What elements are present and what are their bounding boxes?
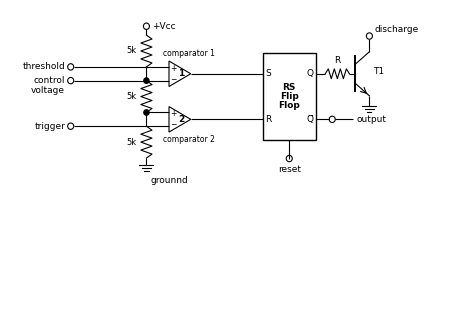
Text: trigger: trigger <box>34 122 65 131</box>
Text: +Vcc: +Vcc <box>152 22 176 31</box>
Text: +: + <box>170 109 176 118</box>
Text: Q: Q <box>306 69 313 78</box>
Text: 2: 2 <box>178 115 184 124</box>
Text: Q̅: Q̅ <box>306 115 313 124</box>
Text: 5k: 5k <box>126 47 136 56</box>
Text: T1: T1 <box>373 67 384 76</box>
Circle shape <box>144 78 149 83</box>
Text: Flip: Flip <box>280 92 299 101</box>
Text: discharge: discharge <box>374 25 418 34</box>
Text: RS: RS <box>283 83 296 92</box>
Text: reset: reset <box>278 165 301 174</box>
Text: R: R <box>334 56 340 65</box>
Bar <box>263 53 316 140</box>
Text: Flop: Flop <box>278 101 300 110</box>
Text: output: output <box>356 115 386 124</box>
Text: −: − <box>170 75 176 84</box>
Text: −: − <box>170 120 176 129</box>
Text: grounnd: grounnd <box>150 176 188 185</box>
Text: 1: 1 <box>178 69 184 78</box>
Text: comparator 1: comparator 1 <box>163 49 215 58</box>
Text: control
voltage: control voltage <box>31 76 65 95</box>
Text: 5k: 5k <box>126 138 136 147</box>
Text: S: S <box>265 69 271 78</box>
Circle shape <box>144 110 149 115</box>
Text: R: R <box>265 115 272 124</box>
Text: threshold: threshold <box>22 62 65 71</box>
Text: comparator 2: comparator 2 <box>163 135 215 144</box>
Text: 5k: 5k <box>126 92 136 101</box>
Text: +: + <box>170 64 176 73</box>
